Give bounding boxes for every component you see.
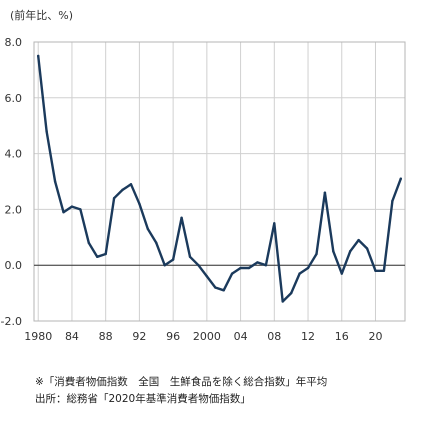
data-point xyxy=(247,266,251,270)
data-point xyxy=(197,264,200,267)
data-point xyxy=(281,300,284,303)
data-point xyxy=(332,250,335,253)
data-point xyxy=(298,272,301,275)
plot-frame xyxy=(33,41,406,322)
x-tick-label: 04 xyxy=(234,330,248,343)
data-point xyxy=(273,222,276,225)
data-point xyxy=(96,255,99,259)
data-point xyxy=(171,258,175,261)
x-tick-label: 84 xyxy=(65,330,79,343)
data-point xyxy=(214,286,217,289)
x-tick-label: 16 xyxy=(335,330,349,343)
x-tick-label: 08 xyxy=(267,330,281,343)
data-point xyxy=(399,177,402,180)
data-points xyxy=(37,54,402,303)
x-tick-label: 92 xyxy=(132,330,146,343)
data-point xyxy=(230,272,234,275)
x-tick-label: 12 xyxy=(301,330,315,343)
y-tick-label: 0.0 xyxy=(5,259,23,272)
data-point xyxy=(222,289,225,292)
data-point xyxy=(374,269,377,272)
data-point xyxy=(79,208,82,211)
y-tick-label: 6.0 xyxy=(5,92,23,105)
data-point xyxy=(138,202,141,206)
data-point xyxy=(70,205,74,208)
unit-label: (前年比、%) xyxy=(10,8,73,22)
data-point xyxy=(323,191,327,194)
data-point xyxy=(365,247,369,250)
data-point xyxy=(239,266,242,270)
data-point xyxy=(188,255,192,259)
x-axis-ticks: 1980 84 88 92 96 2000 04 08 12 16 20 xyxy=(24,330,382,343)
data-point xyxy=(180,216,183,219)
data-point xyxy=(357,238,360,242)
y-axis-ticks: 8.0 6.0 4.0 2.0 0.0 -2.0 xyxy=(1,36,22,328)
data-point xyxy=(37,54,40,58)
data-point xyxy=(382,269,386,272)
x-tick-label: 88 xyxy=(99,330,113,343)
data-point xyxy=(205,275,209,278)
footnote: ※「消費者物価指数 全国 生鮮食品を除く総合指数」年平均 xyxy=(35,376,328,388)
data-point xyxy=(112,197,116,200)
x-tick-label: 2000 xyxy=(193,330,221,343)
data-point xyxy=(289,291,293,295)
data-point xyxy=(256,261,259,264)
data-point xyxy=(340,272,343,275)
data-point xyxy=(315,252,318,256)
data-point xyxy=(121,188,124,192)
data-point xyxy=(45,130,48,133)
data-point xyxy=(53,180,57,183)
data-point xyxy=(306,266,310,270)
data-point xyxy=(87,241,91,245)
data-point xyxy=(129,183,133,186)
data-point xyxy=(264,264,268,267)
source-note: 出所：総務省「2020年基準消費者物価指数」 xyxy=(35,393,251,405)
data-point xyxy=(104,252,107,256)
data-point xyxy=(146,227,150,231)
x-tick-label: 1980 xyxy=(24,330,52,343)
data-point xyxy=(155,241,158,245)
gridlines xyxy=(34,41,405,322)
x-tick-label: 20 xyxy=(368,330,382,343)
y-tick-label: -2.0 xyxy=(1,315,22,328)
data-point xyxy=(348,250,352,253)
data-point xyxy=(62,210,65,214)
data-point xyxy=(163,264,166,267)
series-line xyxy=(37,54,402,303)
data-point xyxy=(391,199,394,203)
y-tick-label: 4.0 xyxy=(5,148,23,161)
x-tick-label: 96 xyxy=(166,330,180,343)
y-tick-label: 2.0 xyxy=(5,203,23,216)
y-tick-label: 8.0 xyxy=(5,36,23,49)
